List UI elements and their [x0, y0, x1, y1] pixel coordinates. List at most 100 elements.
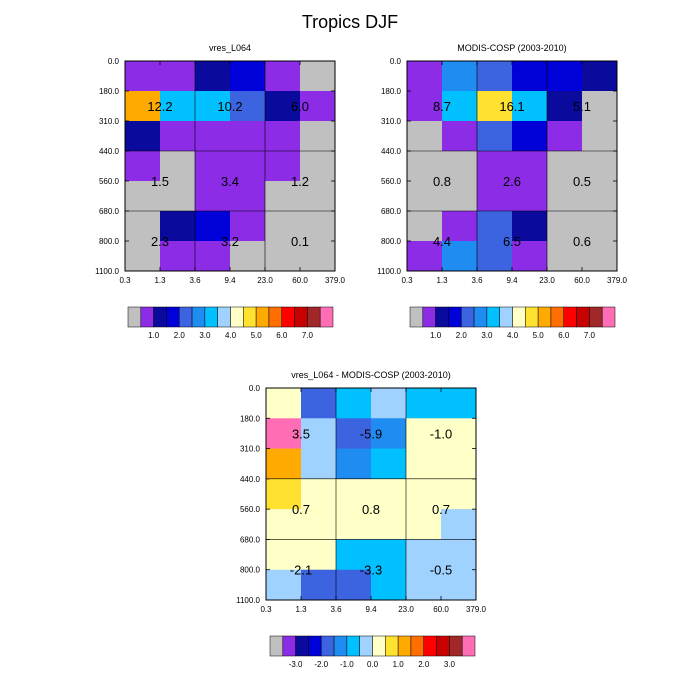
heatmap-cell — [406, 539, 442, 571]
panel-title: MODIS-COSP (2003-2010) — [457, 43, 566, 53]
heatmap-cell — [371, 509, 407, 540]
colorbar-swatch — [308, 635, 322, 657]
heatmap-cell — [160, 181, 196, 212]
heatmap-cell — [371, 569, 407, 601]
group-value-label: 0.6 — [573, 234, 591, 249]
colorbar-label: 7.0 — [302, 331, 314, 340]
figure-title: Tropics DJF — [302, 12, 398, 32]
heatmap-cell — [512, 61, 548, 92]
y-tick-label: 800.0 — [381, 237, 402, 246]
heatmap-cell — [371, 418, 407, 450]
group-value-label: -2.1 — [290, 563, 312, 578]
heatmap-cell — [512, 121, 548, 152]
y-tick-label: 560.0 — [381, 177, 402, 186]
heatmap-cell — [300, 121, 336, 152]
group-value-label: 1.5 — [151, 174, 169, 189]
group-value-label: -1.0 — [430, 426, 452, 441]
heatmap-cell — [301, 569, 337, 601]
heatmap-cell — [265, 241, 301, 272]
colorbar-swatch — [372, 635, 386, 657]
colorbar-label: -2.0 — [314, 660, 328, 669]
heatmap-cell — [195, 211, 231, 242]
heatmap-cell — [125, 151, 161, 182]
y-tick-label: 0.0 — [108, 57, 120, 66]
heatmap-cell — [195, 241, 231, 272]
heatmap-cell — [160, 61, 196, 92]
heatmap-cell — [406, 478, 442, 510]
colorbar-diff: -3.0 -2.0 -1.0 0.0 1.0 2.0 3.0 — [269, 635, 476, 669]
x-tick-label: 379.0 — [466, 605, 487, 614]
colorbar-label: 1.0 — [148, 331, 160, 340]
colorbar-swatch — [319, 306, 334, 328]
colorbar-label: 6.0 — [276, 331, 288, 340]
heatmap-cell — [336, 569, 372, 601]
group-value-label: -3.3 — [360, 563, 382, 578]
colorbar-swatch — [550, 306, 564, 328]
colorbar-label: -1.0 — [340, 660, 354, 669]
heatmap-cell — [406, 418, 442, 450]
heatmap-cell — [547, 91, 583, 122]
group-value-label: 0.7 — [432, 502, 450, 517]
group-value-label: 3.5 — [292, 426, 310, 441]
heatmap-cell — [195, 181, 231, 212]
heatmap-cell — [125, 241, 161, 272]
group-value-label: 0.5 — [573, 174, 591, 189]
heatmap-cell — [266, 448, 302, 480]
y-tick-label: 440.0 — [240, 475, 261, 484]
colorbar-swatch — [449, 635, 463, 657]
y-tick-label: 180.0 — [381, 87, 402, 96]
heatmap-cell — [230, 241, 266, 272]
heatmap-cell — [300, 241, 336, 272]
heatmap-cell — [160, 211, 196, 242]
group-value-label: 12.2 — [147, 99, 172, 114]
heatmap-cell — [160, 91, 196, 122]
colorbar-swatch — [179, 306, 193, 328]
heatmap-cell — [582, 181, 618, 212]
heatmap-cell — [406, 569, 442, 601]
colorbar-swatch — [191, 306, 206, 328]
colorbar-swatch — [269, 635, 284, 657]
heatmap-cell — [582, 61, 618, 92]
group-value-label: 5.1 — [573, 99, 591, 114]
heatmap-cell — [407, 61, 443, 92]
heatmap-cell — [266, 478, 302, 510]
heatmap-cell — [406, 509, 442, 540]
group-value-label: 6.5 — [503, 234, 521, 249]
heatmap-cell — [300, 151, 336, 182]
heatmap-cell — [441, 418, 477, 450]
y-tick-label: 1100.0 — [377, 267, 401, 276]
colorbar-swatch — [282, 635, 296, 657]
colorbar-model: 1.0 2.0 3.0 4.0 5.0 6.0 7.0 — [127, 306, 334, 340]
x-tick-label: 3.6 — [471, 276, 483, 285]
colorbar-label: 5.0 — [251, 331, 263, 340]
x-tick-label: 9.4 — [365, 605, 377, 614]
y-tick-label: 310.0 — [99, 117, 120, 126]
colorbar-swatch — [127, 306, 142, 328]
heatmap-cell — [477, 121, 513, 152]
colorbar-swatch — [307, 306, 321, 328]
group-value-label: 2.6 — [503, 174, 521, 189]
panel-model: vres_L064 0.3 1.3 3.6 9.4 23.0 60.0 379.0 0.0 180… — [95, 43, 345, 285]
colorbar-swatch — [563, 306, 577, 328]
colorbar-swatch — [385, 635, 399, 657]
heatmap-cell — [512, 181, 548, 212]
colorbar-swatch — [448, 306, 462, 328]
heatmap-cell — [301, 448, 337, 480]
heatmap-cell — [336, 418, 372, 450]
heatmap-cell — [582, 211, 618, 242]
x-tick-label: 60.0 — [574, 276, 590, 285]
heatmap-cell — [547, 241, 583, 272]
heatmap-cell — [477, 181, 513, 212]
group-value-label: 16.1 — [499, 99, 524, 114]
colorbar-swatch — [435, 306, 449, 328]
group-value-label: -0.5 — [430, 563, 452, 578]
x-tick-label: 0.3 — [119, 276, 131, 285]
y-tick-label: 180.0 — [240, 414, 261, 423]
heatmap-cell — [442, 181, 478, 212]
heatmap-cell — [301, 388, 337, 419]
colorbar-swatch — [422, 306, 436, 328]
x-tick-label: 23.0 — [539, 276, 555, 285]
x-tick-label: 0.3 — [260, 605, 272, 614]
colorbar-swatch — [473, 306, 488, 328]
heatmap-cell — [371, 539, 407, 571]
